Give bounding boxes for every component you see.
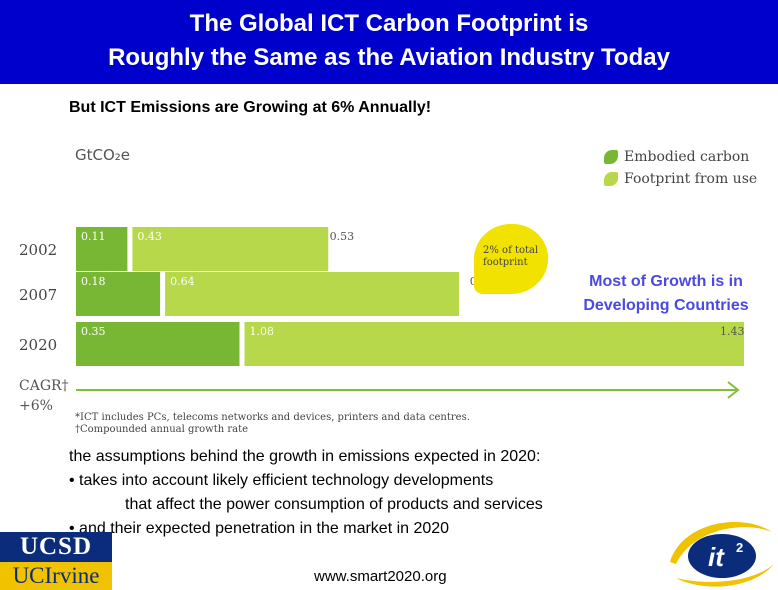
emissions-bar-chart: 20020.110.430.5320070.180.640.8320200.35… <box>19 227 745 399</box>
growth-callout: Most of Growth is in Developing Countrie… <box>555 270 777 318</box>
leaf-icon <box>604 150 618 164</box>
bar-use-2002 <box>132 227 329 271</box>
bar-value-embodied-2020: 0.35 <box>81 325 106 338</box>
year-label-2007: 2007 <box>19 286 57 304</box>
bar-value-use-2002: 0.43 <box>137 230 162 243</box>
footnote-1: *ICT includes PCs, telecoms networks and… <box>75 412 470 423</box>
it2-logo-text: it <box>708 542 725 572</box>
title-band: The Global ICT Carbon Footprint is Rough… <box>0 0 778 84</box>
subtitle: But ICT Emissions are Growing at 6% Annu… <box>69 99 432 116</box>
assumption-bullet-2: • and their expected penetration in the … <box>69 520 450 537</box>
bar-value-use-2020: 1.08 <box>249 325 274 338</box>
chart-footnotes: *ICT includes PCs, telecoms networks and… <box>75 412 470 436</box>
swoosh-icon <box>670 522 772 564</box>
bar-use-2020 <box>244 322 744 366</box>
bar-value-use-2007: 0.64 <box>170 275 195 288</box>
it2-logo-sup: 2 <box>736 540 743 555</box>
legend-item-embodied: Embodied carbon <box>604 146 757 168</box>
bar-value-embodied-2002: 0.11 <box>81 230 106 243</box>
chart-legend: Embodied carbon Footprint from use <box>604 146 757 190</box>
callout-line-2: Developing Countries <box>583 297 749 314</box>
bar-total-2002: 0.53 <box>330 230 355 243</box>
bar-embodied-2020 <box>76 322 240 366</box>
title-line-1: The Global ICT Carbon Footprint is <box>189 10 589 37</box>
share-badge <box>474 224 548 294</box>
swoosh-icon <box>676 564 774 587</box>
bar-total-2020: 1.43 <box>720 325 745 338</box>
bar-use-2007 <box>165 272 460 316</box>
callout-line-1: Most of Growth is in <box>589 273 743 290</box>
assumption-bullet-1-cont: that affect the power consumption of pro… <box>125 496 543 513</box>
cagr-value: +6% <box>19 398 53 414</box>
bar-value-embodied-2007: 0.18 <box>81 275 106 288</box>
bar-embodied-2007 <box>76 272 161 316</box>
cagr-label: CAGR† <box>19 378 69 394</box>
legend-label-embodied: Embodied carbon <box>624 149 750 165</box>
leaf-icon <box>604 172 618 186</box>
ucsd-logo: UCSD <box>0 532 112 562</box>
badge-line-2: footprint <box>483 257 528 268</box>
legend-item-use: Footprint from use <box>604 168 757 190</box>
year-label-2002: 2002 <box>19 241 57 259</box>
year-label-2020: 2020 <box>19 336 57 354</box>
cagr-block: CAGR† +6% <box>19 376 69 416</box>
share-badge-text: 2% of total footprint <box>483 245 549 269</box>
arrow-right-icon <box>727 381 740 399</box>
chart-unit-label: GtCO₂e <box>75 146 131 164</box>
assumptions-intro: the assumptions behind the growth in emi… <box>69 448 541 465</box>
assumptions-text: the assumptions behind the growth in emi… <box>69 445 543 541</box>
footer-url: www.smart2020.org <box>314 568 447 585</box>
it2-logo: it 2 <box>670 522 774 587</box>
assumption-bullet-1: • takes into account likely efficient te… <box>69 472 494 489</box>
footnote-2: †Compounded annual growth rate <box>75 424 249 435</box>
legend-label-use: Footprint from use <box>624 171 758 187</box>
bar-embodied-2002 <box>76 227 128 271</box>
logo-oval <box>688 534 756 578</box>
badge-line-1: 2% of total <box>483 245 539 256</box>
uci-logo: UCIrvine <box>0 562 112 590</box>
title-line-2: Roughly the Same as the Aviation Industr… <box>108 44 670 71</box>
